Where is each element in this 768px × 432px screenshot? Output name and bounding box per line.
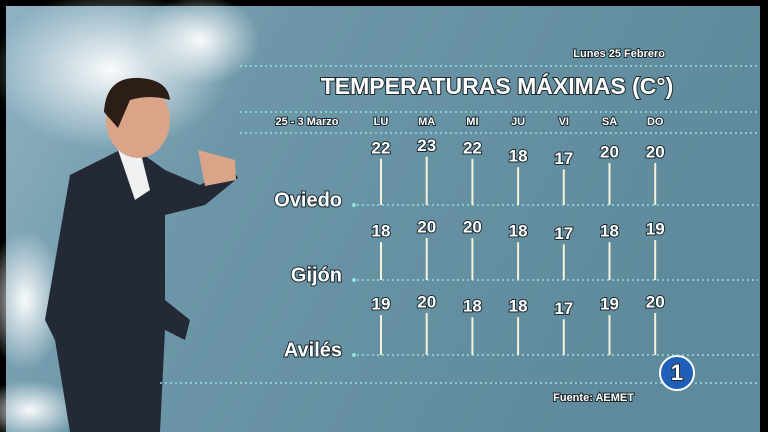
day-label: MA: [418, 116, 435, 128]
day-label: MI: [466, 116, 478, 128]
temp-label: 22: [372, 138, 391, 157]
temp-label: 19: [600, 295, 619, 314]
temp-label: 20: [463, 217, 482, 236]
day-label: JU: [511, 116, 525, 128]
source: Fuente: AEMET: [553, 392, 634, 404]
temp-label: 20: [417, 217, 436, 236]
row-dot: [352, 353, 356, 357]
temp-label: 20: [646, 292, 665, 311]
day-label: DO: [647, 116, 664, 128]
temp-label: 20: [646, 142, 665, 161]
chart-title: TEMPERATURAS MÁXIMAS (C°): [321, 72, 673, 99]
temp-label: 19: [646, 220, 665, 239]
temp-label: 18: [463, 297, 482, 316]
day-label: SA: [602, 116, 617, 128]
temp-label: 18: [509, 147, 528, 166]
presenter: [45, 77, 238, 432]
row-dot: [352, 278, 356, 282]
temp-label: 22: [463, 138, 482, 157]
temp-label: 20: [417, 292, 436, 311]
temp-label: 17: [554, 299, 573, 318]
temp-label: 20: [600, 142, 619, 161]
city-label: Oviedo: [274, 189, 342, 211]
temp-label: 17: [554, 149, 573, 168]
city-label: Gijón: [291, 264, 342, 286]
date: Lunes 25 Febrero: [573, 48, 665, 60]
row-dot: [352, 203, 356, 207]
cloud: [0, 380, 80, 432]
city-label: Avilés: [284, 339, 342, 361]
day-label: LU: [374, 116, 389, 128]
temp-label: 23: [417, 136, 436, 155]
cloud: [0, 230, 65, 370]
temp-label: 17: [554, 224, 573, 243]
day-label: VI: [559, 116, 569, 128]
channel-logo: [659, 355, 695, 391]
channel-logo-text: 1: [671, 360, 683, 385]
period: 25 - 3 Marzo: [276, 116, 339, 128]
temp-label: 18: [600, 222, 619, 241]
cloud: [140, 0, 260, 85]
temp-label: 19: [372, 295, 391, 314]
temp-label: 18: [509, 297, 528, 316]
temp-label: 18: [372, 222, 391, 241]
temp-label: 18: [509, 222, 528, 241]
